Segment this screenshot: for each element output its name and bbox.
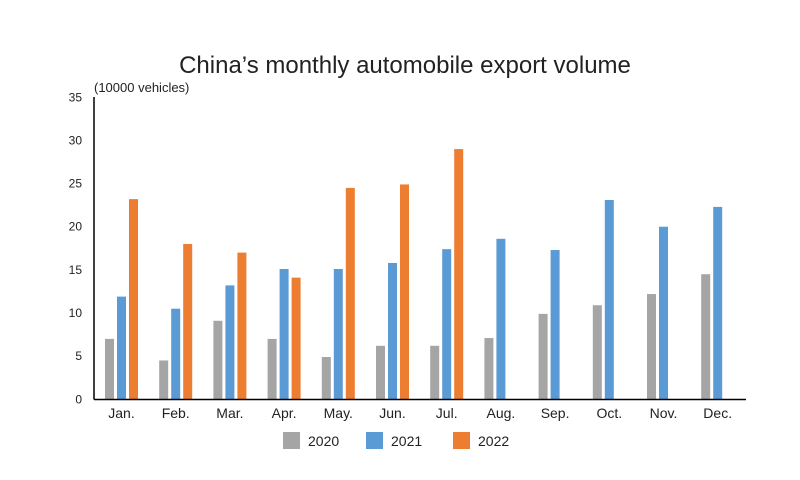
x-tick-label: Aug.: [486, 405, 515, 421]
bar-2022-jul: [454, 149, 464, 400]
legend-swatch-2020: [283, 432, 300, 449]
bar-2020-feb: [159, 360, 169, 400]
bar-2021-jul: [442, 249, 452, 400]
bar-2021-jun: [388, 262, 397, 400]
bar-2022-jun: [400, 184, 409, 400]
bar-2021-jan: [117, 296, 126, 400]
y-tick-label: 25: [69, 177, 83, 191]
bar-2020-aug: [484, 338, 494, 400]
x-tick-label: Jul.: [436, 405, 458, 421]
bar-2021-may: [333, 269, 343, 400]
x-tick-label: Mar.: [216, 405, 243, 421]
y-tick-label: 20: [69, 220, 83, 234]
y-tick-label: 10: [69, 306, 83, 320]
bar-2021-feb: [171, 308, 181, 400]
bar-2021-apr: [279, 269, 289, 400]
legend: 2020 2021 2022: [283, 432, 509, 449]
legend-swatch-2021: [366, 432, 383, 449]
x-tick-label: Feb.: [162, 405, 190, 421]
bar-2021-sep: [550, 250, 560, 400]
legend-swatch-2022: [453, 432, 470, 449]
bar-2021-dec: [713, 206, 723, 400]
bar-2020-may: [321, 357, 331, 400]
x-tick-label: Apr.: [272, 405, 297, 421]
legend-label: 2021: [391, 433, 422, 449]
y-tick-label: 5: [75, 349, 82, 363]
bar-2021-aug: [496, 238, 506, 400]
x-tick-label: May.: [324, 405, 353, 421]
bar-2020-nov: [647, 294, 656, 400]
y-tick-label: 35: [69, 90, 83, 104]
bar-2022-jan: [129, 199, 138, 400]
bar-2022-may: [345, 187, 355, 400]
x-tick-label: Jun.: [379, 405, 405, 421]
bar-2022-feb: [183, 243, 193, 400]
y-tick-label: 15: [69, 263, 83, 277]
bar-2020-sep: [538, 313, 548, 400]
x-tick-label: Nov.: [650, 405, 678, 421]
bar-2021-oct: [604, 199, 614, 400]
x-tick-label: Oct.: [596, 405, 622, 421]
x-tick-label: Jan.: [108, 405, 134, 421]
bar-2020-oct: [592, 305, 602, 400]
y-axis-label: (10000 vehicles): [94, 80, 189, 95]
bar-2020-jan: [105, 338, 114, 400]
bar-2020-jul: [430, 345, 440, 400]
x-tick-label: Dec.: [703, 405, 732, 421]
legend-label: 2020: [308, 433, 339, 449]
x-tick-label: Sep.: [541, 405, 570, 421]
bar-2021-nov: [659, 226, 668, 400]
bar-2021-mar: [225, 285, 235, 400]
bar-2022-mar: [237, 252, 247, 400]
bar-2020-apr: [267, 338, 277, 400]
y-tick-label: 30: [69, 133, 83, 147]
bar-2022-apr: [291, 277, 301, 400]
bar-2020-mar: [213, 320, 223, 400]
bar-2020-dec: [701, 274, 711, 400]
chart-title: China’s monthly automobile export volume: [179, 52, 631, 79]
y-tick-label: 0: [75, 392, 82, 406]
bar-2020-jun: [376, 345, 385, 400]
legend-label: 2022: [478, 433, 509, 449]
